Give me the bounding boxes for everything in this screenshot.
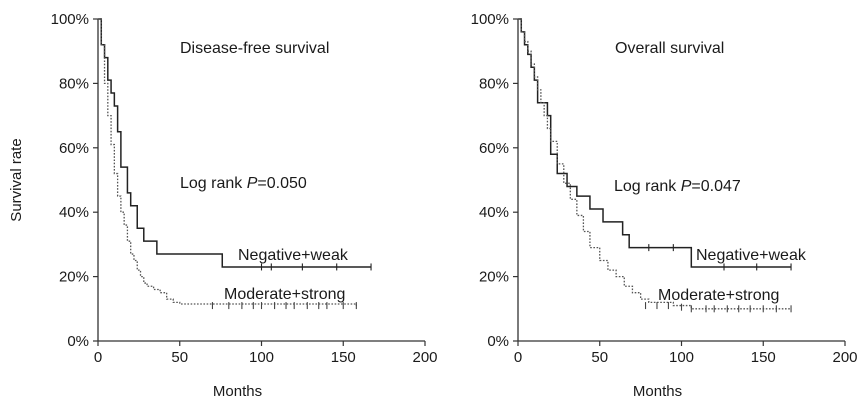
x-tick-label: 100 xyxy=(249,349,274,366)
series-label-negative-weak: Negative+weak xyxy=(238,247,349,264)
annotation-p-value: =0.050 xyxy=(257,175,306,192)
annotation-p-variable: P xyxy=(247,175,258,192)
annotation-prefix: Log rank xyxy=(614,178,681,195)
y-tick-label: 60% xyxy=(479,140,509,157)
log-rank-annotation: Log rank P=0.050 xyxy=(180,175,307,192)
y-tick-label: 40% xyxy=(59,204,89,221)
x-tick-label: 50 xyxy=(591,349,608,366)
chart-title: Overall survival xyxy=(615,40,724,57)
y-axis-label: Survival rate xyxy=(8,138,25,221)
x-tick-label: 200 xyxy=(412,349,437,366)
y-tick-label: 40% xyxy=(479,204,509,221)
y-tick-label: 100% xyxy=(51,11,89,28)
x-axis-label: Months xyxy=(633,383,682,400)
y-tick-label: 60% xyxy=(59,140,89,157)
y-tick-label: 100% xyxy=(471,11,509,28)
chart-panel-1: 0% 20% 40% 60% 80% 100% 0 50 100 150 200 Months Surv… xyxy=(8,11,438,400)
annotation-p-variable: P xyxy=(681,178,692,195)
y-tick-label: 20% xyxy=(59,269,89,286)
survival-line-negative-weak xyxy=(518,18,792,268)
y-tick-label: 20% xyxy=(479,269,509,286)
y-tick-label: 0% xyxy=(487,333,509,350)
survival-line-negative-weak xyxy=(98,18,372,268)
x-tick-label: 200 xyxy=(832,349,857,366)
x-tick-label: 100 xyxy=(669,349,694,366)
y-tick-label: 80% xyxy=(59,75,89,92)
chart-title: Disease-free survival xyxy=(180,40,329,57)
series-label-negative-weak: Negative+weak xyxy=(696,247,807,264)
series-label-moderate-strong: Moderate+strong xyxy=(658,287,779,304)
series-label-moderate-strong: Moderate+strong xyxy=(224,286,345,303)
y-tick-label: 0% xyxy=(67,333,89,350)
x-axis-label: Months xyxy=(213,383,262,400)
chart-panel-2: 0% 20% 40% 60% 80% 100% 0 50 100 150 200 Months Over… xyxy=(471,11,858,400)
survival-line-moderate-strong xyxy=(98,18,357,306)
annotation-p-value: =0.047 xyxy=(691,178,740,195)
x-tick-label: 150 xyxy=(751,349,776,366)
y-tick-label: 80% xyxy=(479,75,509,92)
x-tick-label: 50 xyxy=(171,349,188,366)
x-tick-label: 150 xyxy=(331,349,356,366)
annotation-prefix: Log rank xyxy=(180,175,247,192)
survival-line-moderate-strong xyxy=(518,18,792,310)
x-tick-label: 0 xyxy=(94,349,102,366)
x-tick-label: 0 xyxy=(514,349,522,366)
log-rank-annotation: Log rank P=0.047 xyxy=(614,178,741,195)
